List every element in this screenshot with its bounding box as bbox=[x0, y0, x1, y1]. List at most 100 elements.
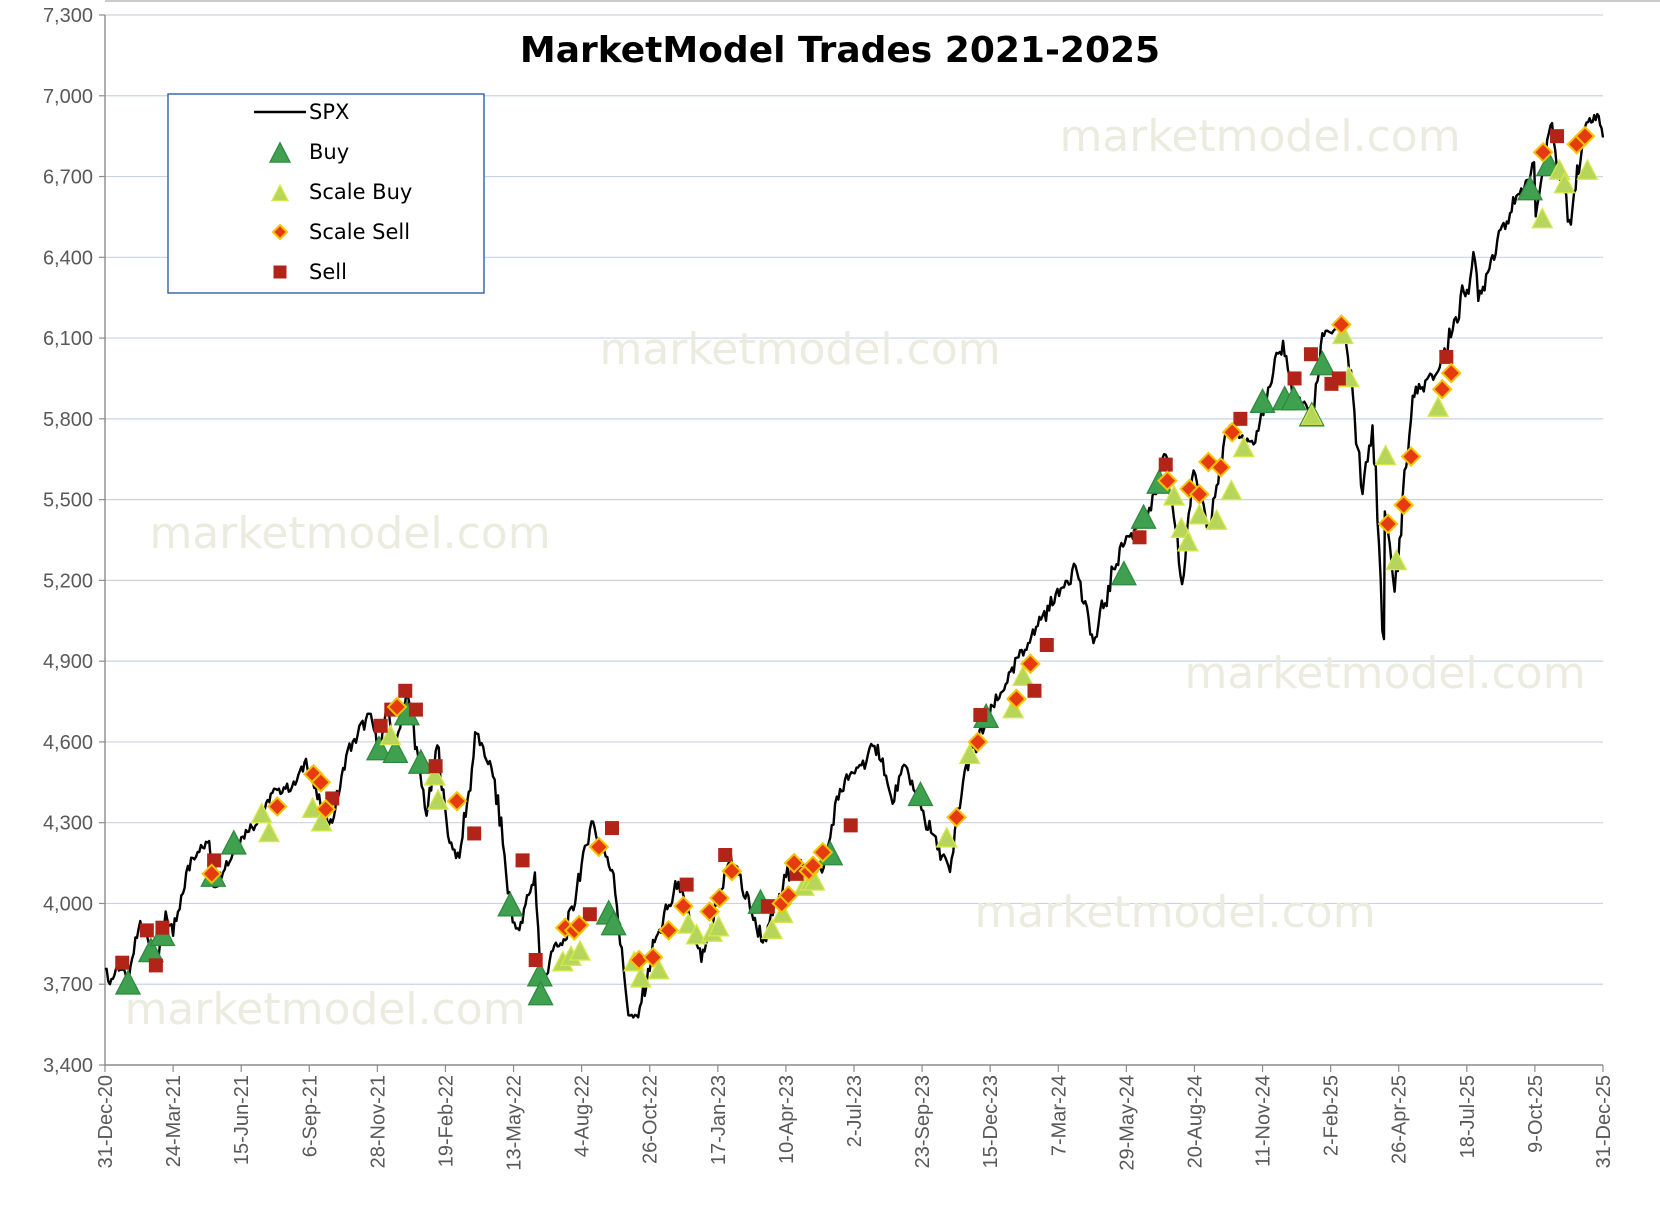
x-tick-label: 31-Dec-25 bbox=[1593, 1075, 1615, 1168]
sell-marker bbox=[760, 899, 775, 914]
scale-sell-marker bbox=[1377, 513, 1399, 535]
scale-buy-marker bbox=[1205, 508, 1228, 530]
sell-marker bbox=[115, 955, 130, 970]
scale-sell-marker bbox=[1330, 314, 1352, 336]
scale-sell-marker bbox=[721, 860, 743, 882]
scale-sell-marker bbox=[386, 696, 408, 718]
y-tick-label: 3,400 bbox=[43, 1055, 93, 1077]
y-tick-label: 7,300 bbox=[43, 5, 93, 27]
sell-marker bbox=[428, 759, 443, 774]
scale-sell-marker bbox=[658, 919, 680, 941]
buy-marker bbox=[600, 910, 627, 936]
x-tick-label: 19-Feb-22 bbox=[435, 1075, 457, 1167]
x-tick-label: 20-Aug-24 bbox=[1184, 1075, 1206, 1168]
spx-series-line bbox=[104, 112, 1605, 1019]
sell-marker bbox=[148, 958, 163, 973]
scale-sell-marker bbox=[588, 836, 610, 858]
sell-marker bbox=[139, 923, 154, 938]
scale-buy-marker bbox=[707, 915, 730, 937]
x-tick-label: 6-Sep-21 bbox=[299, 1075, 321, 1157]
buy-marker bbox=[407, 748, 434, 774]
x-tick-label: 7-Mar-24 bbox=[1048, 1075, 1070, 1156]
y-tick-label: 6,400 bbox=[43, 247, 93, 269]
scale-buy-marker bbox=[1300, 403, 1323, 425]
sell-marker bbox=[1550, 129, 1565, 144]
scale-buy-marker bbox=[1531, 207, 1554, 229]
scale-sell-marker bbox=[1532, 141, 1554, 163]
buy-marker bbox=[497, 891, 524, 917]
scale-buy-marker bbox=[310, 810, 333, 832]
watermark-text: marketmodel.com bbox=[1059, 111, 1460, 162]
scale-buy-marker bbox=[1553, 172, 1576, 194]
buy-marker bbox=[1280, 385, 1307, 411]
x-tick-label: 10-Apr-23 bbox=[776, 1075, 798, 1164]
scale-sell-marker bbox=[1431, 378, 1453, 400]
scale-buy-marker bbox=[1220, 478, 1243, 501]
buy-marker bbox=[1249, 387, 1276, 414]
scale-buy-marker bbox=[685, 923, 708, 945]
x-tick-label: 28-Nov-21 bbox=[367, 1075, 389, 1168]
x-tick-label: 17-Jan-23 bbox=[708, 1075, 730, 1165]
scale-buy-marker bbox=[647, 958, 670, 980]
scale-sell-marker bbox=[1440, 362, 1462, 384]
sell-marker bbox=[1039, 638, 1054, 652]
sell-marker bbox=[1439, 349, 1454, 364]
sell-marker bbox=[1331, 371, 1346, 386]
legend-label: Buy bbox=[309, 140, 349, 164]
sell-marker bbox=[155, 920, 170, 935]
x-tick-label: 23-Sep-23 bbox=[912, 1075, 934, 1168]
scale-buy-marker bbox=[423, 764, 446, 786]
scale-sell-marker bbox=[699, 901, 721, 922]
axes: 3,400 3,700 4,000 4,300 4,600 4,900 5,200 5,500… bbox=[43, 0, 1660, 1171]
scale-buy-marker bbox=[1374, 443, 1397, 466]
y-tick-label: 4,600 bbox=[43, 732, 93, 754]
scale-sell-marker bbox=[1188, 483, 1210, 505]
x-tick-label: 26-Apr-25 bbox=[1389, 1075, 1411, 1164]
watermark-text: marketmodel.com bbox=[974, 887, 1375, 938]
sell-marker bbox=[1287, 371, 1302, 386]
chart-title: MarketModel Trades 2021-2025 bbox=[520, 30, 1160, 71]
scale-sell-marker bbox=[266, 796, 288, 817]
sell-marker bbox=[398, 683, 413, 698]
scale-buy-marker bbox=[1170, 516, 1193, 538]
scale-sell-marker bbox=[568, 914, 590, 936]
scale-sell-marker bbox=[783, 852, 805, 874]
y-tick-label: 3,700 bbox=[43, 974, 93, 996]
sell-marker bbox=[582, 907, 597, 922]
buy-marker bbox=[220, 829, 247, 855]
buy-marker bbox=[382, 737, 409, 764]
scale-sell-marker bbox=[672, 895, 694, 917]
scale-sell-marker bbox=[1210, 456, 1232, 478]
x-tick-label: 9-Oct-25 bbox=[1525, 1075, 1547, 1153]
sell-marker bbox=[515, 853, 530, 868]
buy-marker bbox=[1110, 560, 1137, 586]
scale-sell-marker bbox=[642, 946, 664, 968]
scale-buy-marker bbox=[1188, 503, 1211, 525]
scale-buy-marker bbox=[1232, 435, 1255, 458]
scale-sell-marker bbox=[1019, 653, 1041, 675]
sell-marker bbox=[1027, 683, 1042, 698]
watermark-text: marketmodel.com bbox=[1184, 648, 1585, 699]
legend-box bbox=[167, 93, 485, 294]
scale-sell-marker bbox=[1574, 125, 1596, 147]
y-tick-label: 5,200 bbox=[43, 570, 93, 592]
sell-marker bbox=[679, 877, 694, 892]
sell-marker bbox=[1132, 530, 1147, 545]
y-tick-label: 5,800 bbox=[43, 409, 93, 431]
scale-buy-marker bbox=[629, 966, 652, 988]
scale-buy-marker bbox=[379, 723, 402, 746]
legend-swatch-buy bbox=[268, 141, 292, 163]
scale-sell-marker bbox=[1400, 446, 1422, 467]
scale-sell-marker bbox=[201, 863, 223, 885]
sell-marker bbox=[718, 848, 733, 862]
sell-marker bbox=[604, 821, 619, 836]
scale-buy-marker bbox=[250, 802, 273, 824]
scale-sell-marker bbox=[967, 731, 989, 753]
scale-sell-marker bbox=[310, 771, 332, 793]
scale-buy-marker bbox=[1011, 664, 1035, 687]
scale-sell-marker bbox=[777, 884, 799, 906]
y-tick-label: 4,300 bbox=[43, 813, 93, 835]
sell-marker bbox=[373, 718, 388, 733]
scale-sell-marker bbox=[446, 790, 468, 812]
scale-sell-marker bbox=[1393, 494, 1415, 516]
